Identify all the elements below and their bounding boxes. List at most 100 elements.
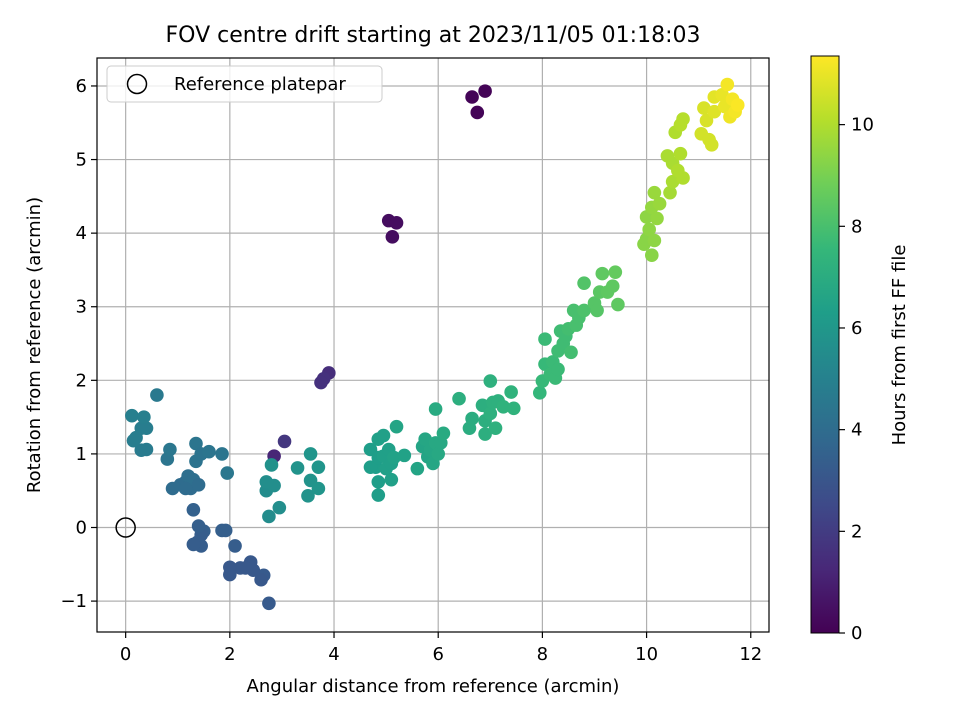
data-point (262, 596, 276, 611)
data-point (720, 77, 735, 92)
colorbar-tick-label: 2 (851, 521, 862, 542)
legend: Reference platepar (106, 65, 383, 103)
data-point (428, 402, 443, 416)
data-point (139, 421, 154, 435)
data-point (272, 500, 287, 515)
data-point (410, 461, 425, 476)
plot-frame (96, 57, 770, 633)
data-point (376, 428, 391, 443)
data-point (191, 519, 206, 533)
data-point (186, 537, 201, 552)
data-point (371, 475, 386, 489)
data-point (389, 419, 404, 434)
x-axis-ticks: 0 2 4 6 8 10 12 (120, 632, 762, 665)
data-point (186, 503, 201, 517)
data-point (697, 101, 711, 115)
legend-label: Reference platepar (174, 74, 346, 95)
data-point (496, 400, 511, 414)
y-axis-label: Rotation from reference (arcmin) (24, 197, 45, 493)
data-point (202, 444, 216, 459)
data-point (233, 561, 248, 575)
data-point (218, 523, 233, 538)
data-point (452, 391, 466, 406)
data-point (311, 481, 326, 496)
colorbar-tick-label: 4 (851, 420, 862, 441)
scatter-points (125, 77, 745, 611)
data-point (647, 233, 662, 248)
x-tick-label: 12 (739, 644, 762, 665)
data-point (605, 279, 620, 293)
data-point (311, 460, 326, 474)
data-point (608, 265, 623, 279)
colorbar-tick-label: 8 (851, 216, 862, 237)
colorbar-tick-label: 10 (851, 115, 874, 136)
data-point (223, 567, 237, 582)
data-point (389, 216, 404, 230)
chart-title: FOV centre drift starting at 2023/11/05 … (166, 23, 701, 48)
data-point (488, 421, 503, 435)
y-tick-label: 4 (76, 223, 87, 244)
data-point (397, 448, 412, 463)
x-tick-label: 10 (635, 644, 658, 665)
data-point (371, 488, 386, 502)
legend-box (106, 65, 383, 103)
data-point (277, 434, 292, 449)
data-point (506, 401, 521, 416)
x-tick-label: 4 (328, 644, 339, 665)
y-tick-label: 6 (76, 76, 87, 97)
data-point (139, 442, 154, 457)
data-point (595, 266, 610, 281)
data-point (150, 388, 164, 402)
x-tick-label: 2 (224, 644, 235, 665)
data-point (478, 84, 492, 98)
data-point (137, 410, 151, 424)
data-point (590, 303, 604, 318)
data-point (431, 447, 446, 461)
y-axis-ticks: −1 0 1 2 3 4 5 6 (60, 76, 97, 612)
data-point (483, 406, 498, 421)
colorbar-gradient (810, 55, 840, 634)
data-point (418, 432, 432, 446)
data-point (577, 276, 591, 290)
data-point (715, 87, 729, 102)
y-tick-label: 1 (76, 444, 87, 465)
x-tick-label: 0 (120, 644, 131, 665)
data-point (254, 572, 268, 587)
data-point (650, 211, 664, 226)
data-point (126, 433, 141, 448)
data-point (189, 436, 203, 451)
data-point (262, 509, 276, 524)
colorbar-tick-label: 6 (851, 318, 862, 339)
y-tick-label: −1 (60, 591, 87, 612)
data-point (385, 230, 400, 244)
data-point (384, 472, 399, 487)
data-point (220, 466, 235, 480)
data-point (191, 478, 206, 492)
data-point (663, 185, 677, 200)
data-point (436, 426, 451, 441)
data-point (259, 475, 274, 489)
data-point (290, 461, 305, 475)
data-point (215, 447, 229, 461)
data-point (673, 146, 688, 161)
data-point (228, 539, 242, 553)
data-point (564, 345, 578, 360)
data-point (314, 375, 328, 390)
data-point (363, 460, 378, 474)
data-point (301, 489, 315, 503)
data-point (642, 222, 656, 237)
y-tick-label: 2 (76, 370, 87, 391)
data-point (504, 385, 518, 399)
data-point (483, 374, 498, 388)
data-point (665, 174, 680, 189)
x-tick-label: 6 (432, 644, 443, 665)
data-point (532, 386, 547, 400)
colorbar-ticks: 0 2 4 6 8 10 (839, 115, 874, 644)
colorbar-label: Hours from first FF file (889, 245, 910, 446)
y-tick-label: 3 (76, 297, 87, 318)
data-point (465, 411, 479, 426)
data-point (676, 112, 690, 126)
data-point (303, 447, 318, 461)
data-point (478, 427, 492, 441)
